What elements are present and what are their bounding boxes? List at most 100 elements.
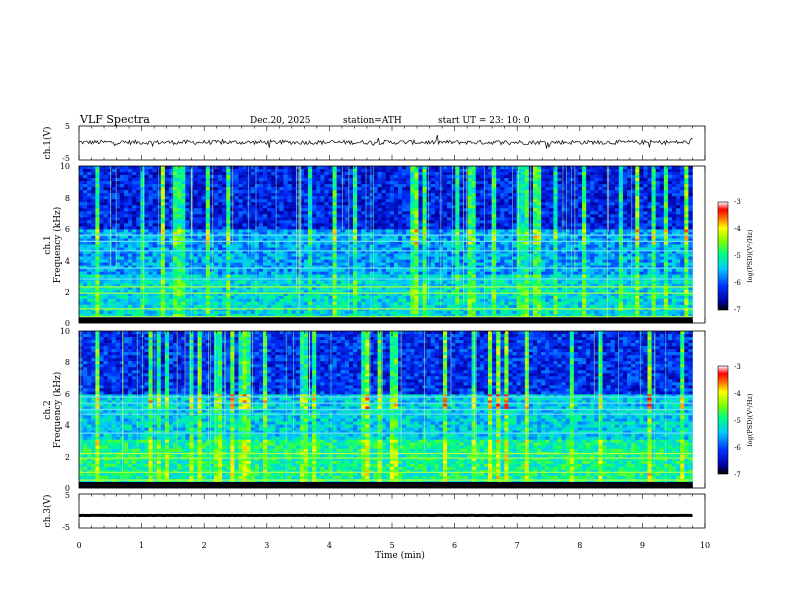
spectrogram-cell [565, 223, 571, 227]
ch1-ytick-bottom: -5 [62, 154, 70, 163]
spectrogram-cell [680, 205, 685, 209]
spectrogram-cell [242, 247, 247, 251]
spectrogram-cell [590, 259, 595, 263]
spectrogram-cell [614, 196, 620, 200]
spectrogram-cell [103, 226, 108, 230]
spectrogram-cell [672, 169, 677, 173]
spectrogram-cell [193, 169, 198, 173]
spectrogram-cell [119, 256, 125, 260]
spectrogram-cell [447, 262, 452, 266]
spectrogram-cell [324, 262, 329, 266]
spectrogram-cell [688, 253, 693, 257]
spectrogram-cell [680, 229, 685, 233]
spectrogram-cell [357, 199, 362, 203]
spectrogram-cell [467, 220, 472, 224]
spectrogram-cell [263, 175, 268, 179]
spectrogram-cell [299, 226, 305, 230]
spectrogram-cell [279, 190, 284, 194]
spectrogram-cell [193, 226, 198, 230]
spectrogram-cell [676, 190, 681, 194]
spectrogram-cell [95, 175, 100, 179]
spectrogram-cell [598, 241, 603, 245]
spectrogram-cell [512, 223, 517, 227]
spectrogram-cell [545, 211, 550, 215]
spectrogram-cell [324, 259, 329, 263]
spectrogram-cell [512, 181, 517, 185]
spectrogram-cell [598, 238, 603, 242]
spectrogram-cell [672, 199, 677, 203]
spectrogram-cell [676, 181, 681, 185]
spectrogram-cell [87, 166, 92, 170]
spectrogram-cell [119, 265, 125, 269]
spectrogram-cell [234, 205, 239, 209]
spectrogram-cell [275, 241, 280, 245]
spectrogram-cell [377, 184, 382, 188]
spectrogram-cell [185, 220, 190, 224]
spectrogram-cell [389, 235, 395, 239]
spectrogram-cell [586, 175, 591, 179]
spectrogram-cell [119, 238, 125, 242]
spectrogram-cell [140, 190, 145, 194]
spectrogram-cell [381, 211, 387, 215]
spectrogram-cell [385, 196, 391, 200]
spectrogram-cell [299, 247, 305, 251]
spectrogram-cell [487, 235, 493, 239]
spectrogram-cell [434, 208, 440, 212]
spectrogram-cell [246, 223, 252, 227]
spectrogram-cell [291, 226, 297, 230]
spectrogram-cell [631, 238, 636, 242]
spectrogram-cell [373, 178, 378, 182]
spectrogram-cell [455, 223, 460, 227]
spectrogram-cell [422, 220, 427, 224]
spectrogram-cell [639, 259, 644, 263]
spectrogram-cell [283, 232, 288, 236]
spectrogram-cell [123, 253, 129, 257]
spectrogram-cell [393, 256, 399, 260]
spectrogram-cell [107, 175, 113, 179]
spectrogram-cell [373, 244, 378, 248]
spectrogram-cell [631, 241, 636, 245]
spectrogram-cell [582, 220, 587, 224]
spectrogram-cell [487, 253, 493, 257]
spectrogram-cell [336, 244, 342, 248]
spectrogram-cell [541, 190, 546, 194]
spectrogram-cell [504, 217, 509, 221]
spectrogram-cell [344, 217, 350, 221]
spectrogram-cell [479, 199, 485, 203]
spectrogram-cell [398, 220, 403, 224]
spectrogram-cell [254, 181, 260, 185]
spectrogram-cell [483, 199, 489, 203]
spectrogram-cell [537, 259, 542, 263]
spectrogram-cell [443, 175, 448, 179]
spectrogram-cell [140, 250, 145, 254]
spectrogram-cell [467, 223, 472, 227]
spectrogram-cell [267, 244, 272, 248]
spectrogram-cell [553, 232, 558, 236]
spectrogram-cell [532, 220, 538, 224]
spectrogram-cell [684, 226, 689, 230]
spectrogram-cell [348, 214, 354, 218]
spectrogram-cell [622, 208, 628, 212]
spectrogram-cell [402, 262, 407, 266]
spectrogram-cell [565, 211, 571, 215]
spectrogram-cell [299, 202, 305, 206]
spectrogram-cell [549, 193, 554, 197]
spectrogram-cell [655, 235, 661, 239]
spectrogram-cell [549, 226, 554, 230]
spectrogram-cell [316, 166, 321, 170]
spectrogram-cell [373, 214, 378, 218]
spectrogram-cell [471, 214, 477, 218]
spectrogram-cell [655, 184, 661, 188]
spectrogram-cell [655, 208, 661, 212]
spectrogram-cell [201, 181, 207, 185]
spectrogram-cell [684, 220, 689, 224]
spectrogram-cell [598, 244, 603, 248]
spectrogram-cell [291, 211, 297, 215]
spectrogram-cell [295, 259, 301, 263]
spectrogram-cell [573, 232, 579, 236]
spectrogram-cell [443, 169, 448, 173]
spectrogram-cell [684, 235, 689, 239]
spectrogram-cell [541, 181, 546, 185]
spectrogram-cell [119, 250, 125, 254]
spectrogram-cell [582, 181, 587, 185]
